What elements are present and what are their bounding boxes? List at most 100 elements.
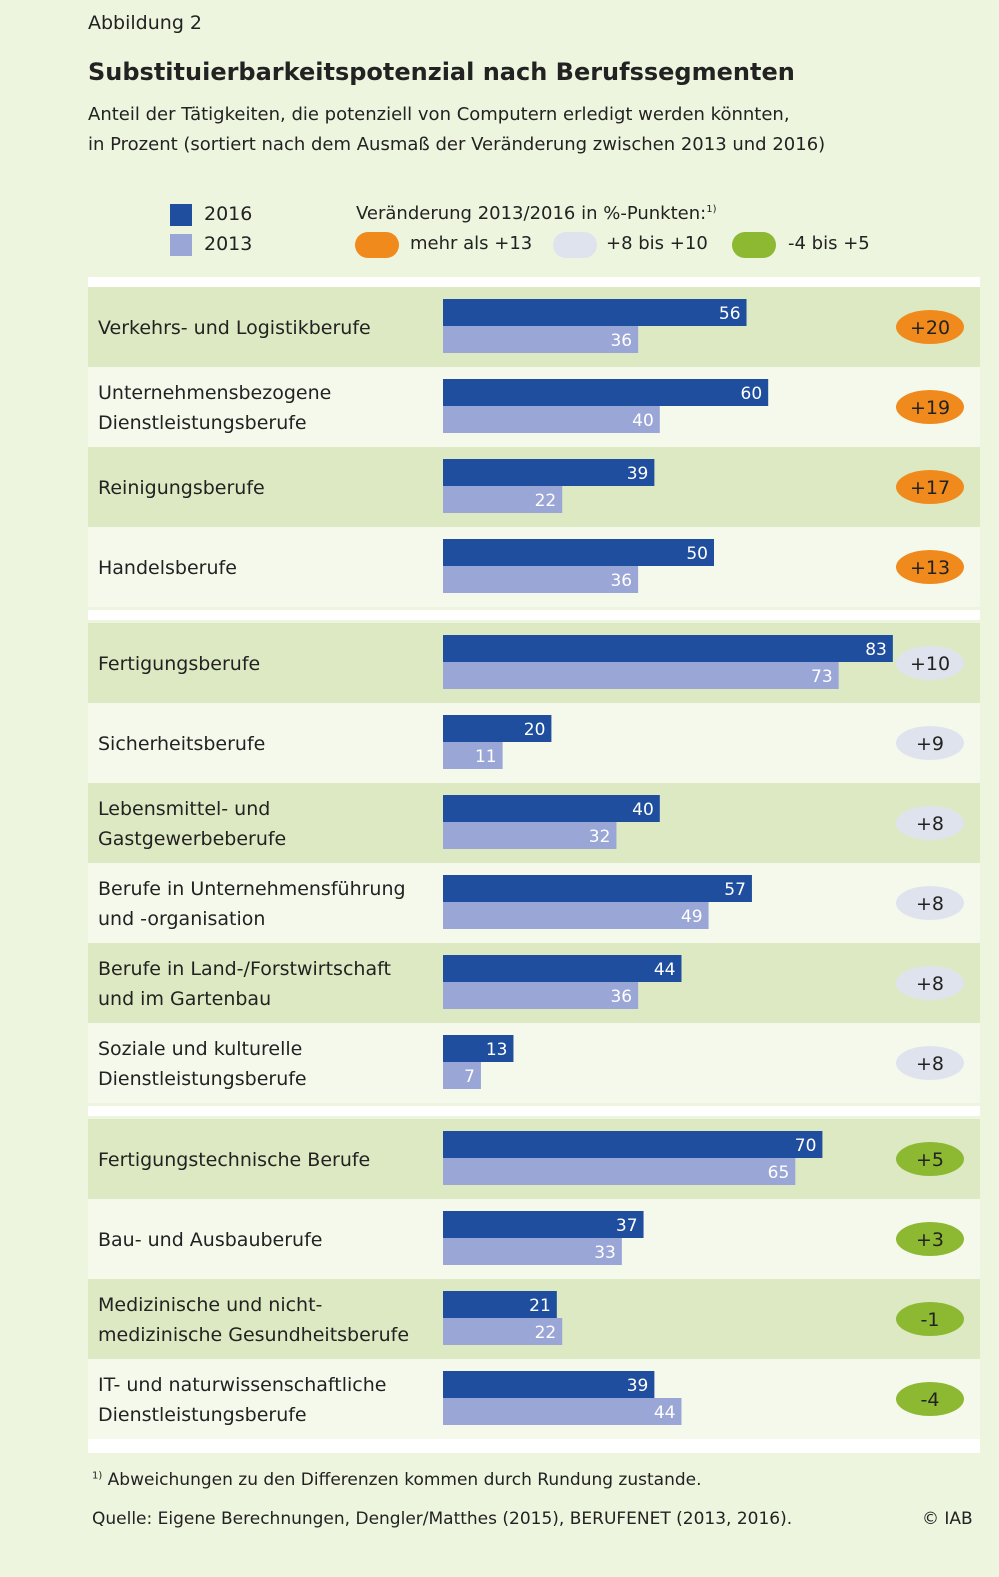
bar-value-label-2016: 56 [719, 304, 741, 324]
bar-value-label-2016: 39 [627, 1376, 649, 1396]
change-pill [896, 1302, 964, 1336]
legend-label-2016: 2016 [204, 203, 253, 225]
chart-title: Substituierbarkeitspotenzial nach Berufs… [88, 58, 795, 86]
category-label: Bau- und Ausbauberufe [98, 1229, 322, 1251]
bar-2016 [443, 1371, 655, 1398]
chart-subtitle-line-1: Anteil der Tätigkeiten, die potenziell v… [88, 104, 790, 125]
legend-swatch-2013 [170, 234, 192, 256]
bar-2016 [443, 539, 714, 566]
bar-2016 [443, 1291, 557, 1318]
bar-2013 [443, 566, 639, 593]
bar-2016 [443, 955, 682, 982]
change-value: +8 [916, 973, 944, 995]
category-label: Reinigungsberufe [98, 477, 265, 499]
bar-2016 [443, 795, 660, 822]
bar-value-label-2013: 11 [475, 747, 497, 767]
category-label: Berufe in Unternehmensführung und -organi… [98, 878, 406, 930]
change-value: +8 [916, 893, 944, 915]
category-label: Handelsberufe [98, 557, 237, 579]
bar-2013 [443, 1238, 622, 1265]
bar-2013 [443, 742, 503, 769]
bar-2013 [443, 1318, 563, 1345]
bar-value-label-2013: 44 [654, 1403, 676, 1423]
change-value: +8 [916, 1053, 944, 1075]
bar-2016 [443, 459, 655, 486]
change-pill [896, 726, 964, 760]
chart-subtitle-line-2: in Prozent (sortiert nach dem Ausmaß der… [88, 134, 826, 155]
change-pill [896, 470, 964, 504]
change-pill [896, 1142, 964, 1176]
bar-2013 [443, 982, 639, 1009]
change-pill [896, 1222, 964, 1256]
category-label-line: Gastgewerbeberufe [98, 828, 286, 850]
category-label-line: Fertigungstechnische Berufe [98, 1149, 370, 1171]
category-label: Fertigungsberufe [98, 653, 260, 675]
bar-value-label-2013: 36 [610, 331, 632, 351]
change-pill [896, 1046, 964, 1080]
change-value: +9 [916, 733, 944, 755]
bar-2016 [443, 1131, 823, 1158]
change-value: +20 [910, 317, 950, 339]
bar-value-label-2016: 39 [627, 464, 649, 484]
bar-value-label-2013: 65 [768, 1163, 790, 1183]
category-label-line: Fertigungsberufe [98, 653, 260, 675]
change-value: +17 [910, 477, 950, 499]
footnote-text: Abweichungen zu den Differenzen kommen d… [107, 1470, 702, 1490]
legend-label-low: -4 bis +5 [788, 233, 870, 254]
bar-2013 [443, 1062, 481, 1089]
category-label-line: medizinische Gesundheitsberufe [98, 1324, 409, 1346]
bar-value-label-2016: 60 [741, 384, 763, 404]
bar-2016 [443, 715, 552, 742]
category-label-line: Lebensmittel- und [98, 798, 270, 820]
change-value: +19 [910, 397, 950, 419]
bar-value-label-2013: 22 [535, 491, 557, 511]
bar-value-label-2013: 7 [464, 1067, 475, 1087]
bar-value-label-2013: 40 [632, 411, 654, 431]
legend-footnote-mark: 1) [706, 204, 717, 215]
bar-value-label-2013: 49 [681, 907, 703, 927]
bar-2013 [443, 1158, 796, 1185]
category-label-line: Medizinische und nicht- [98, 1294, 322, 1316]
category-label-line: Berufe in Land-/Forstwirtschaft [98, 958, 391, 980]
bar-2013 [443, 822, 617, 849]
category-label-line: Berufe in Unternehmensführung [98, 878, 406, 900]
bar-value-label-2016: 70 [795, 1136, 817, 1156]
bar-2016 [443, 875, 752, 902]
bar-value-label-2013: 36 [610, 571, 632, 591]
legend-pill-mid [553, 232, 597, 258]
category-label: Sicherheitsberufe [98, 733, 265, 755]
change-value: +10 [910, 653, 950, 675]
category-label-line: Sicherheitsberufe [98, 733, 265, 755]
group-separator [88, 610, 980, 620]
change-pill [896, 646, 964, 680]
category-label-line: und im Gartenbau [98, 988, 271, 1010]
legend-label-mid: +8 bis +10 [606, 233, 708, 254]
bar-2016 [443, 379, 769, 406]
change-value: +8 [916, 813, 944, 835]
footnote-mark: 1) [92, 1470, 103, 1482]
change-pill [896, 310, 964, 344]
bar-2013 [443, 902, 709, 929]
category-label-line: IT- und naturwissenschaftliche [98, 1374, 386, 1396]
change-pill [896, 550, 964, 584]
source-note: Quelle: Eigene Berechnungen, Dengler/Mat… [92, 1509, 793, 1529]
bar-2013 [443, 1398, 682, 1425]
category-label: Fertigungstechnische Berufe [98, 1149, 370, 1171]
bar-2016 [443, 299, 747, 326]
footnote: 1) Abweichungen zu den Differenzen komme… [92, 1470, 702, 1490]
bar-value-label-2013: 33 [594, 1243, 616, 1263]
legend-label-high: mehr als +13 [410, 233, 533, 254]
category-label: Lebensmittel- und Gastgewerbeberufe [98, 798, 286, 850]
legend-pill-high [355, 232, 399, 258]
bar-2016 [443, 1211, 644, 1238]
category-label-line: Dienstleistungsberufe [98, 412, 307, 434]
category-label-line: Dienstleistungsberufe [98, 1404, 307, 1426]
category-label: Unternehmensbezogene Dienstleistungsberuf… [98, 382, 331, 434]
copyright: © IAB [922, 1509, 973, 1529]
legend-label-2013: 2013 [204, 233, 253, 255]
change-value: +13 [910, 557, 950, 579]
change-pill [896, 886, 964, 920]
change-value: -1 [921, 1309, 940, 1331]
bar-2013 [443, 662, 839, 689]
legend-change-title: Veränderung 2013/2016 in %-Punkten:1) [356, 203, 716, 224]
